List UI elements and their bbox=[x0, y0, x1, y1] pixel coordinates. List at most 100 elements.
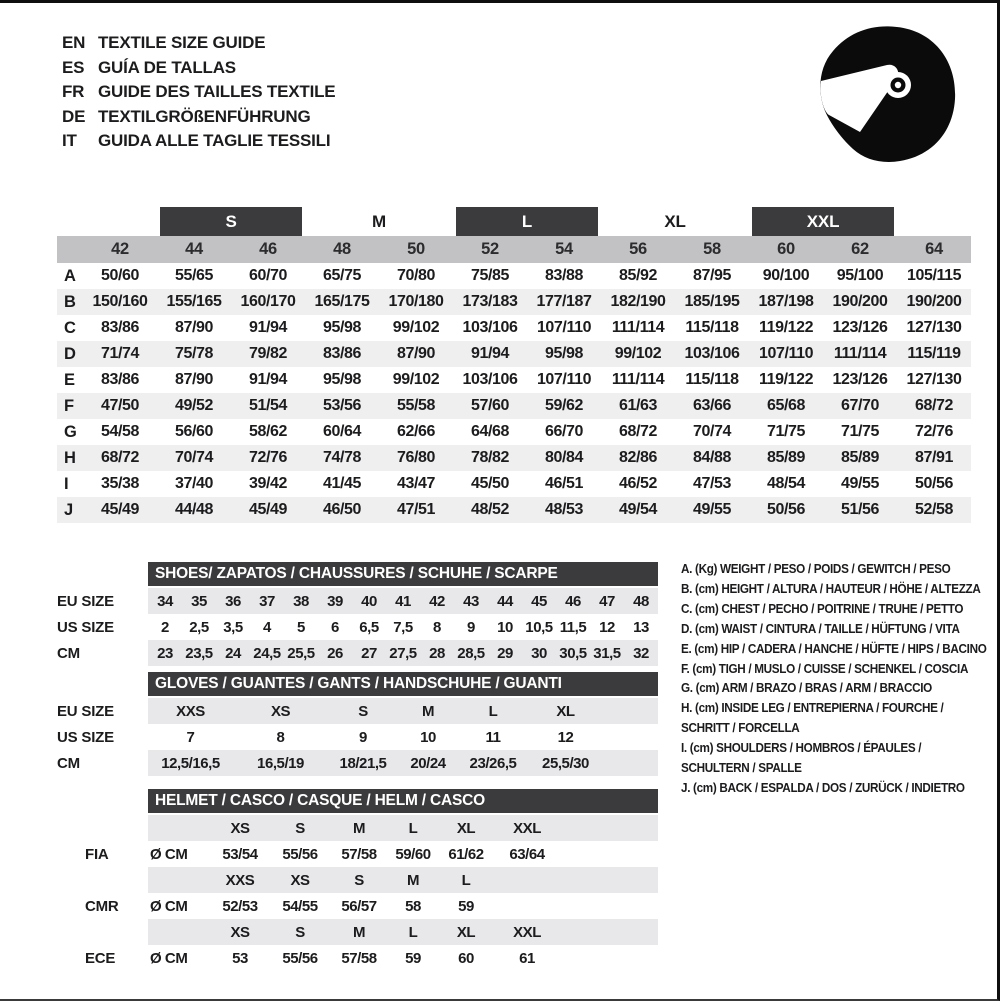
size-value-cell: 48/53 bbox=[544, 501, 584, 518]
row-letter: G bbox=[64, 422, 77, 441]
size-value-cell: 79/82 bbox=[248, 345, 288, 362]
helmet-value-cell: 57/58 bbox=[341, 845, 377, 863]
gloves-size-table: GLOVES / GUANTES / GANTS / HANDSCHUHE / … bbox=[57, 672, 658, 776]
size-value-cell: 68/72 bbox=[618, 423, 658, 440]
column-size-label: 50 bbox=[379, 236, 454, 263]
helmet-size-label: XL bbox=[456, 819, 476, 837]
helmet-cell-empty bbox=[560, 945, 658, 971]
column-size-label: 62 bbox=[823, 236, 898, 263]
size-value-cell: 55/58 bbox=[396, 397, 436, 414]
shoes-cell: 24,5 bbox=[253, 644, 281, 662]
measurement-legend: A. (Kg) WEIGHT / PESO / POIDS / GEWITCH … bbox=[681, 560, 988, 799]
size-value-cell: 47/51 bbox=[396, 501, 436, 518]
size-value-cell: 35/38 bbox=[100, 475, 140, 492]
gloves-cell: 20/24 bbox=[410, 754, 446, 772]
gloves-cell-empty bbox=[603, 724, 658, 750]
size-value-cell: 67/70 bbox=[841, 397, 880, 414]
shoes-cell: 45 bbox=[531, 592, 547, 610]
shoes-cell: 11,5 bbox=[559, 618, 587, 636]
size-value-cell: 80/84 bbox=[544, 449, 584, 466]
size-value-cell: 43/47 bbox=[396, 475, 436, 492]
helmet-cell-empty bbox=[560, 815, 658, 841]
size-value-cell: 49/55 bbox=[841, 475, 880, 492]
shoes-cell: 23,5 bbox=[185, 644, 213, 662]
helmet-size-label: M bbox=[352, 819, 366, 837]
shoes-cell: 30,5 bbox=[559, 644, 587, 662]
size-value-cell: 155/165 bbox=[166, 293, 222, 310]
helmet-unit-empty bbox=[148, 815, 210, 841]
helmet-value-cell bbox=[494, 893, 560, 919]
helmet-sizes-row: XS S M L XL XXL bbox=[57, 919, 658, 945]
size-value-cell: 46/51 bbox=[544, 475, 584, 492]
gloves-row-label: EU SIZE bbox=[57, 702, 114, 720]
size-group-label: XXL bbox=[752, 207, 895, 236]
shoes-cell: 29 bbox=[497, 644, 513, 662]
numeric-size-header-row: 42 44 46 48 50 52 54 56 58 60 62 64 bbox=[57, 236, 972, 263]
size-value-cell: 95/98 bbox=[322, 371, 362, 388]
gloves-cell: L bbox=[488, 702, 498, 720]
helmet-value-cell: 53/54 bbox=[222, 845, 258, 863]
helmet-size-label: XS bbox=[230, 819, 250, 837]
language-title-list: EN TEXTILE SIZE GUIDE ES GUÍA DE TALLAS FR GU… bbox=[62, 31, 336, 154]
size-value-cell: 45/49 bbox=[248, 501, 288, 518]
helmet-size-label: S bbox=[295, 923, 305, 941]
shoes-row: US SIZE 2 2,5 3,5 4 5 6 6,5 7,5 8 9 10 10,5 11,5 12 13 bbox=[57, 614, 658, 640]
size-value-cell: 74/78 bbox=[322, 449, 362, 466]
gloves-table-title: GLOVES / GUANTES / GANTS / HANDSCHUHE / … bbox=[148, 672, 658, 696]
language-title-row: EN TEXTILE SIZE GUIDE bbox=[62, 31, 335, 56]
size-value-cell: 111/114 bbox=[611, 371, 665, 388]
shoes-cell: 34 bbox=[157, 592, 173, 610]
size-group-l: L bbox=[453, 207, 601, 236]
size-value-cell: 70/74 bbox=[174, 449, 214, 466]
measurement-row-b: B 150/160 155/165 160/170 165/175 170/180 173/… bbox=[57, 289, 972, 315]
shoes-size-table: SHOES/ ZAPATOS / CHAUSSURES / SCHUHE / S… bbox=[57, 562, 658, 666]
helmet-value-cell: 59 bbox=[458, 897, 474, 915]
size-value-cell: 49/55 bbox=[693, 501, 732, 518]
size-value-cell: 87/91 bbox=[915, 449, 954, 466]
size-value-cell: 68/72 bbox=[100, 449, 140, 466]
helmet-sizes-row: XXS XS S M L bbox=[57, 867, 658, 893]
size-group-s: S bbox=[157, 207, 305, 236]
helmet-size-label: XXL bbox=[513, 819, 541, 837]
helmet-cell-empty bbox=[560, 919, 658, 945]
helmet-size-label: XS bbox=[290, 871, 310, 889]
legend-line: C. (cm) CHEST / PECHO / POITRINE / TRUHE… bbox=[681, 601, 964, 616]
column-size-label: 56 bbox=[601, 236, 676, 263]
language-title-row: IT GUIDA ALLE TAGLIE TESSILI bbox=[62, 129, 335, 154]
textile-size-table: S M L XL XXL 42 44 46 48 50 52 54 56 58 60 62 64 A 50/60 55… bbox=[57, 207, 972, 523]
size-value-cell: 71/75 bbox=[767, 423, 806, 440]
size-value-cell: 87/90 bbox=[174, 371, 214, 388]
helmet-unit-empty bbox=[148, 867, 210, 893]
size-value-cell: 85/92 bbox=[618, 267, 658, 284]
shoes-cell: 46 bbox=[565, 592, 581, 610]
language-title-row: ES GUÍA DE TALLAS bbox=[62, 56, 335, 81]
shoes-row: CM 23 23,5 24 24,5 25,5 26 27 27,5 28 28,5 29 30 30,5… bbox=[57, 640, 658, 666]
size-group-m: M bbox=[305, 207, 453, 236]
size-value-cell: 68/72 bbox=[915, 397, 954, 414]
legend-line: E. (cm) HIP / CADERA / HANCHE / HÜFTE / … bbox=[681, 641, 987, 656]
legend-line: D. (cm) WAIST / CINTURA / TAILLE / HÜFTU… bbox=[681, 621, 960, 636]
size-value-cell: 50/56 bbox=[915, 475, 954, 492]
shoes-cell: 37 bbox=[259, 592, 275, 610]
helmet-sizes-row: XS S M L XL XXL bbox=[57, 815, 658, 841]
helmet-value-cell: 57/58 bbox=[341, 949, 377, 967]
shoes-cell: 3,5 bbox=[223, 618, 243, 636]
size-value-cell: 83/86 bbox=[100, 319, 140, 336]
size-value-cell: 78/82 bbox=[470, 449, 510, 466]
size-value-cell: 44/48 bbox=[174, 501, 214, 518]
column-size-label: 48 bbox=[305, 236, 380, 263]
shoes-cell: 5 bbox=[297, 618, 305, 636]
size-value-cell: 39/42 bbox=[248, 475, 288, 492]
shoes-cell: 27 bbox=[361, 644, 377, 662]
size-value-cell: 55/65 bbox=[174, 267, 214, 284]
size-value-cell: 85/89 bbox=[841, 449, 880, 466]
size-value-cell: 60/70 bbox=[248, 267, 288, 284]
size-value-cell: 60/64 bbox=[322, 423, 362, 440]
size-value-cell: 50/60 bbox=[100, 267, 140, 284]
size-value-cell: 119/122 bbox=[758, 371, 814, 388]
row-letter: J bbox=[64, 500, 73, 519]
size-value-cell: 49/52 bbox=[174, 397, 214, 414]
size-value-cell: 70/80 bbox=[396, 267, 436, 284]
gloves-cell: 9 bbox=[359, 728, 367, 746]
shoes-cell: 44 bbox=[497, 592, 513, 610]
